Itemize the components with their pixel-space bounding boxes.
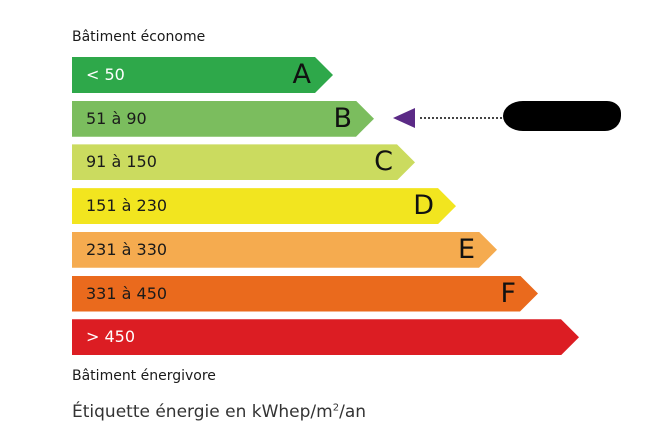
class-letter: C [374,146,393,178]
energy-class-bar-g: > 450 [72,319,579,355]
redacted-value [503,101,621,131]
energy-class-bar-b: 51 à 90 B [72,101,374,137]
class-letter: F [500,277,516,309]
energy-class-bar-d: 151 à 230 D [72,188,456,224]
energy-class-bar-a: < 50 A [72,57,333,93]
top-label: Bâtiment économe [72,29,206,45]
footnote-sup: 2 [332,402,340,414]
class-range: 151 à 230 [86,196,168,216]
class-range: 51 à 90 [86,108,147,128]
footnote-text: Étiquette énergie en kWhep/m [72,402,333,422]
class-letter: D [413,190,434,222]
class-range: < 50 [86,65,125,84]
class-range: 231 à 330 [86,239,168,259]
class-range: > 450 [86,327,136,347]
class-letter: E [457,233,475,265]
class-range: 331 à 450 [86,283,168,303]
class-letter: B [333,102,352,134]
bottom-label: Bâtiment énergivore [72,368,216,384]
footnote: Étiquette énergie en kWhep/m2/an [72,402,366,422]
class-letter: A [292,59,311,90]
footnote-suffix: /an [339,402,367,422]
energy-class-bar-f: 331 à 450 F [72,276,538,312]
indicator-dotted-line [420,117,502,119]
energy-class-bar-c: 91 à 150 C [72,144,415,180]
class-range: 91 à 150 [86,152,157,172]
energy-class-bar-e: 231 à 330 E [72,232,497,268]
indicator-arrow-icon [393,108,415,128]
